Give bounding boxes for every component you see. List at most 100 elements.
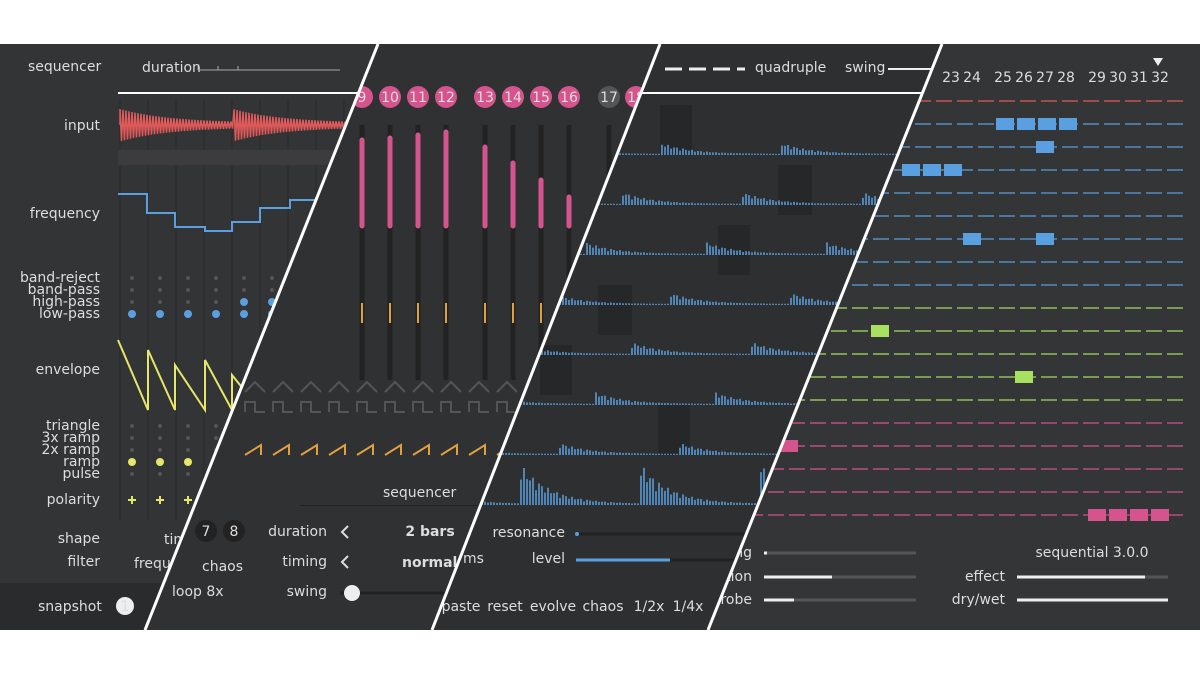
active-cell[interactable] [902, 164, 920, 176]
shade [778, 165, 812, 215]
label: duration [142, 60, 201, 76]
action-button[interactable]: evolve [530, 599, 576, 615]
active-cell[interactable] [1088, 509, 1106, 521]
step-button[interactable] [502, 86, 524, 108]
active-cell[interactable] [1109, 509, 1127, 521]
step-number[interactable]: 17 [600, 90, 618, 106]
waveform [119, 108, 348, 142]
ramp-icon [244, 443, 262, 456]
dot [158, 472, 162, 476]
dot [184, 310, 192, 318]
step-button[interactable] [530, 86, 552, 108]
action-button[interactable]: paste [442, 599, 481, 615]
action-button[interactable]: reset [487, 599, 523, 615]
active-cell[interactable] [1036, 233, 1054, 245]
active-cell[interactable] [1038, 118, 1056, 130]
action-button[interactable]: 1/4x [673, 599, 704, 615]
tri-icon [356, 380, 378, 393]
dot [270, 276, 274, 280]
dot [128, 310, 136, 318]
ramp-icon [384, 443, 402, 456]
dot [130, 288, 134, 292]
filter-type: high-pass [32, 294, 100, 310]
shape-type: triangle [46, 418, 100, 434]
step-button[interactable] [407, 86, 429, 108]
freq-line [118, 193, 319, 232]
pulse-icon [244, 401, 265, 413]
pulse-icon [356, 401, 377, 413]
label: quadruple [755, 60, 826, 76]
label: duration [268, 524, 327, 540]
pulse-icon [328, 401, 349, 413]
shape-type: 2x ramp [41, 442, 100, 458]
band [118, 150, 378, 165]
active-cell[interactable] [1130, 509, 1148, 521]
shade [598, 285, 632, 335]
title: sequencer [28, 59, 101, 75]
step-number: 26 [1015, 70, 1033, 86]
step-number[interactable]: 13 [476, 90, 494, 106]
active-cell[interactable] [996, 118, 1014, 130]
label: chaos [202, 559, 243, 575]
step-button[interactable] [435, 86, 457, 108]
active-cell[interactable] [923, 164, 941, 176]
dot [186, 472, 190, 476]
dot [214, 276, 218, 280]
label: swing [287, 584, 327, 600]
shade [718, 225, 750, 275]
dot [242, 276, 246, 280]
playhead [1153, 58, 1163, 66]
active-cell[interactable] [1036, 141, 1054, 153]
chevron[interactable] [340, 525, 349, 539]
tri-icon [244, 380, 266, 393]
step-number[interactable]: 15 [532, 90, 550, 106]
button-label[interactable]: 7 [202, 524, 211, 540]
label: timing [282, 554, 327, 570]
step-number[interactable]: 16 [560, 90, 578, 106]
step-number: 30 [1109, 70, 1127, 86]
button-label[interactable]: 8 [230, 524, 239, 540]
active-cell[interactable] [944, 164, 962, 176]
pulse-icon [440, 401, 461, 413]
action-button[interactable]: chaos [582, 599, 623, 615]
dot [186, 424, 190, 428]
tri-icon [440, 380, 462, 393]
row-label: input [64, 118, 101, 134]
step-number[interactable]: 10 [381, 90, 399, 106]
step-button[interactable] [558, 86, 580, 108]
step-button[interactable] [379, 86, 401, 108]
dot [130, 300, 134, 304]
button[interactable] [195, 520, 217, 542]
row-label: frequency [30, 206, 100, 222]
slider-fill [575, 532, 579, 536]
active-cell[interactable] [1151, 509, 1169, 521]
slider-knob[interactable] [344, 585, 360, 601]
button-label[interactable]: 1 [121, 599, 130, 615]
active-cell[interactable] [1059, 118, 1077, 130]
active-cell[interactable] [871, 325, 889, 337]
step-number[interactable]: 12 [437, 90, 455, 106]
step-number[interactable]: 14 [504, 90, 522, 106]
active-cell[interactable] [1017, 118, 1035, 130]
button[interactable] [223, 520, 245, 542]
snapshot-button[interactable] [116, 597, 134, 615]
step-number[interactable]: 9 [358, 90, 367, 106]
shape-type: 3x ramp [41, 430, 100, 446]
active-cell[interactable] [963, 233, 981, 245]
dot [186, 276, 190, 280]
label: dry/wet [952, 592, 1006, 608]
pulse-icon [300, 401, 321, 413]
step-button[interactable] [474, 86, 496, 108]
tri-icon [272, 380, 294, 393]
chevron[interactable] [340, 555, 349, 569]
active-cell[interactable] [1015, 371, 1033, 383]
active-cell[interactable] [780, 440, 798, 452]
tri-icon [496, 380, 518, 393]
ramp-icon [440, 443, 458, 456]
step-number[interactable]: 11 [409, 90, 427, 106]
step-button[interactable] [598, 86, 620, 108]
value: 2 bars [405, 524, 454, 540]
action-button[interactable]: 1/2x [634, 599, 665, 615]
tri-icon [468, 380, 490, 393]
dot [214, 436, 218, 440]
